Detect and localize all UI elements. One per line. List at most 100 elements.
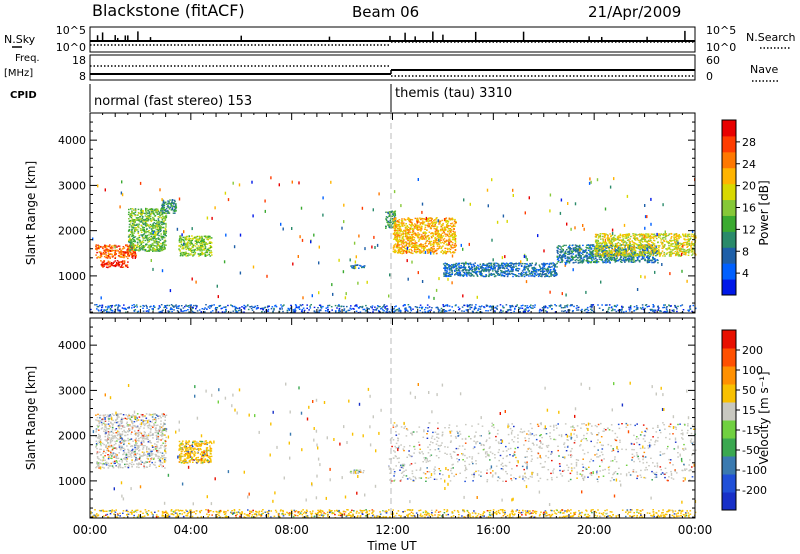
scatter-cell [358, 267, 360, 269]
scatter-cell [406, 233, 409, 235]
scatter-cell [150, 245, 152, 248]
scatter-cell [149, 223, 152, 226]
scatter-cell [497, 274, 499, 276]
scatter-cell [404, 232, 407, 235]
scatter-cell [359, 264, 361, 267]
scatter-cell [105, 256, 107, 259]
scatter-cell [153, 230, 156, 232]
scatter-cell [561, 260, 564, 262]
scatter-cell [412, 233, 415, 235]
scatter-cell [589, 261, 591, 263]
scatter-cell [635, 253, 637, 255]
scatter-cell [131, 256, 133, 258]
scatter-cell [424, 245, 427, 247]
scatter-cell [459, 266, 462, 269]
scatter-cell [592, 250, 595, 252]
scatter-cell [583, 255, 586, 257]
scatter-cell [432, 244, 435, 246]
scatter-cell [122, 247, 125, 250]
scatter-cell [408, 238, 411, 240]
scatter-cell [409, 221, 412, 223]
scatter-cell [677, 244, 679, 246]
scatter-cell [613, 237, 615, 240]
scatter-cell [140, 219, 142, 221]
scatter-cell [546, 268, 548, 271]
scatter-cell [119, 253, 122, 256]
scatter-cell [430, 246, 433, 249]
scatter-cell [128, 229, 131, 232]
scatter-cell [670, 255, 672, 257]
scatter-cell [597, 248, 600, 250]
scatter-cell [145, 211, 147, 213]
scatter-cell [673, 237, 676, 240]
scatter-cell [395, 229, 397, 232]
scatter-cell [116, 263, 119, 266]
scatter-cell [573, 256, 575, 259]
scatter-cell [433, 240, 435, 242]
scatter-cell [693, 245, 695, 247]
scatter-cell [201, 245, 204, 247]
scatter-cell [401, 242, 404, 244]
scatter-cell [446, 240, 448, 242]
scatter-cell [116, 246, 118, 248]
scatter-cell [647, 249, 649, 251]
scatter-cell [530, 270, 533, 273]
scatter-cell [441, 227, 444, 229]
scatter-cell [190, 247, 192, 250]
scatter-cell [139, 216, 141, 218]
scatter-cell [449, 251, 451, 253]
scatter-cell [686, 243, 688, 245]
scatter-cell [131, 235, 133, 238]
scatter-cell [488, 306, 491, 308]
scatter-cell [657, 262, 659, 264]
scatter-cell [485, 264, 487, 266]
freq-panel: 18 8 60 0 [72, 54, 720, 83]
scatter-cell [115, 263, 118, 266]
scatter-cell [143, 226, 145, 229]
scatter-cell [594, 246, 596, 248]
scatter-cell [525, 271, 528, 273]
scatter-cell [419, 226, 421, 229]
scatter-cell [661, 245, 664, 247]
scatter-cell [671, 253, 674, 255]
scatter-cell [609, 255, 611, 257]
scatter-cell [614, 238, 617, 240]
scatter-cell [153, 235, 155, 238]
scatter-cell [558, 259, 560, 262]
scatter-cell [597, 246, 600, 248]
scatter-cell [684, 239, 686, 241]
scatter-cell [398, 235, 401, 238]
scatter-cell [678, 234, 680, 236]
scatter-cell [463, 263, 465, 265]
scatter-cell [117, 245, 120, 247]
scatter-cell [416, 224, 419, 226]
scatter-cell [131, 220, 133, 222]
scatter-cell [196, 235, 199, 238]
scatter-cell [141, 235, 144, 237]
scatter-cell [469, 262, 472, 264]
scatter-cell [150, 239, 153, 241]
scatter-cell [548, 263, 551, 266]
scatter-cell [570, 252, 573, 255]
scatter-cell [608, 248, 610, 250]
scatter-cell [435, 243, 438, 245]
scatter-cell [601, 251, 604, 253]
scatter-cell [136, 224, 138, 226]
scatter-cell [446, 225, 448, 227]
scatter-cell [204, 246, 207, 248]
scatter-cell [127, 266, 129, 268]
scatter-cell [454, 241, 457, 243]
scatter-cell [119, 266, 122, 268]
scatter-cell [137, 231, 140, 233]
scatter-cell [398, 219, 401, 221]
scatter-cell [401, 221, 403, 223]
scatter-cell [203, 239, 205, 241]
scatter-cell [100, 311, 102, 313]
scatter-cell [647, 257, 649, 259]
scatter-cell [618, 244, 621, 247]
scatter-cell [108, 245, 110, 248]
scatter-cell [412, 246, 414, 248]
scatter-cell [507, 264, 509, 266]
scatter-cell [433, 220, 435, 222]
scatter-cell [643, 252, 646, 254]
